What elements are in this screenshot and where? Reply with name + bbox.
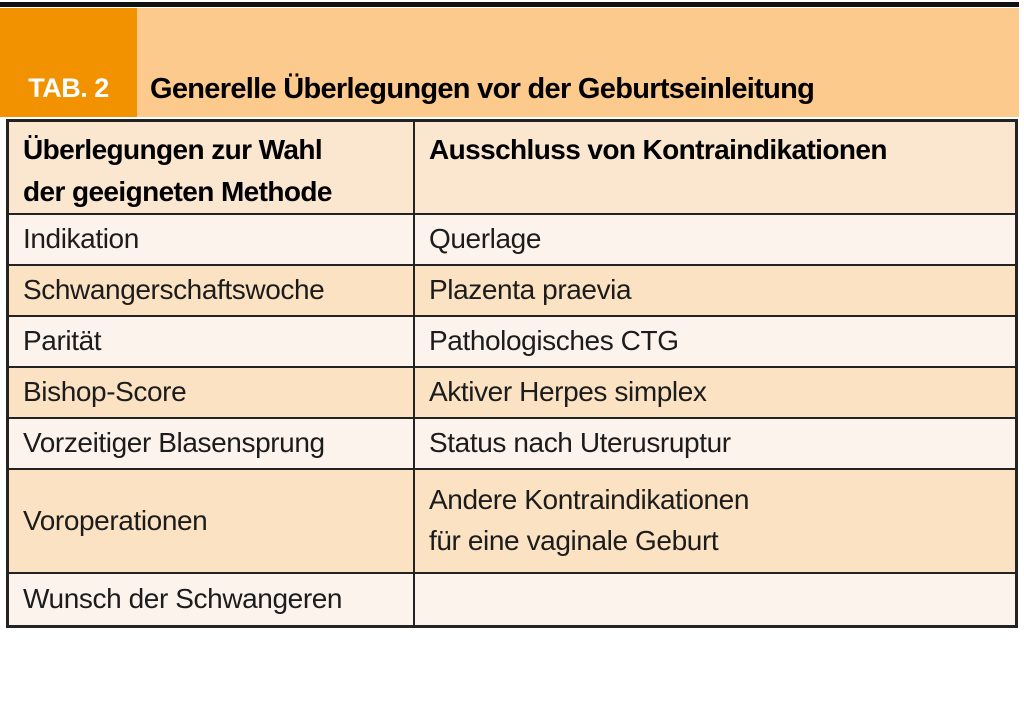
- column-header-contraindications: Ausschluss von Kontraindikationen: [413, 119, 1018, 215]
- cell-contraindication: Pathologisches CTG: [413, 315, 1018, 368]
- top-divider: [0, 2, 1019, 7]
- table-title-area: Generelle Überlegungen vor der Geburtsei…: [137, 8, 1019, 117]
- table-number-label: TAB. 2: [28, 73, 109, 103]
- table-number-badge: TAB. 2: [0, 8, 137, 117]
- table-row: Indikation Querlage: [6, 213, 1018, 266]
- table-row: Schwangerschaftswoche Plazenta praevia: [6, 264, 1018, 317]
- table-row: Wunsch der Schwangeren: [6, 572, 1018, 627]
- table-row: Bishop-Score Aktiver Herpes simplex: [6, 366, 1018, 419]
- cell-method: Schwangerschaftswoche: [6, 264, 415, 317]
- cell-contraindication: Plazenta praevia: [413, 264, 1018, 317]
- column-header-method: Überlegungen zur Wahl der geeigneten Met…: [6, 119, 415, 215]
- table-header-band: TAB. 2 Generelle Überlegungen vor der Ge…: [0, 8, 1019, 117]
- considerations-table: Überlegungen zur Wahl der geeigneten Met…: [6, 119, 1018, 628]
- table-row: Vorzeitiger Blasensprung Status nach Ute…: [6, 417, 1018, 470]
- cell-contraindication: [413, 572, 1018, 627]
- cell-contraindication: Andere Kontraindikationen für eine vagin…: [413, 468, 1018, 574]
- table-row: Parität Pathologisches CTG: [6, 315, 1018, 368]
- cell-method: Bishop-Score: [6, 366, 415, 419]
- table-header-row: Überlegungen zur Wahl der geeigneten Met…: [6, 119, 1018, 215]
- cell-method: Wunsch der Schwangeren: [6, 572, 415, 627]
- cell-method: Parität: [6, 315, 415, 368]
- cell-contraindication: Status nach Uterusruptur: [413, 417, 1018, 470]
- cell-method: Vorzeitiger Blasensprung: [6, 417, 415, 470]
- cell-contraindication: Aktiver Herpes simplex: [413, 366, 1018, 419]
- table-row: Voroperationen Andere Kontraindikationen…: [6, 468, 1018, 574]
- table-title: Generelle Überlegungen vor der Geburtsei…: [150, 73, 815, 105]
- cell-contraindication: Querlage: [413, 213, 1018, 266]
- cell-method: Indikation: [6, 213, 415, 266]
- cell-method: Voroperationen: [6, 468, 415, 574]
